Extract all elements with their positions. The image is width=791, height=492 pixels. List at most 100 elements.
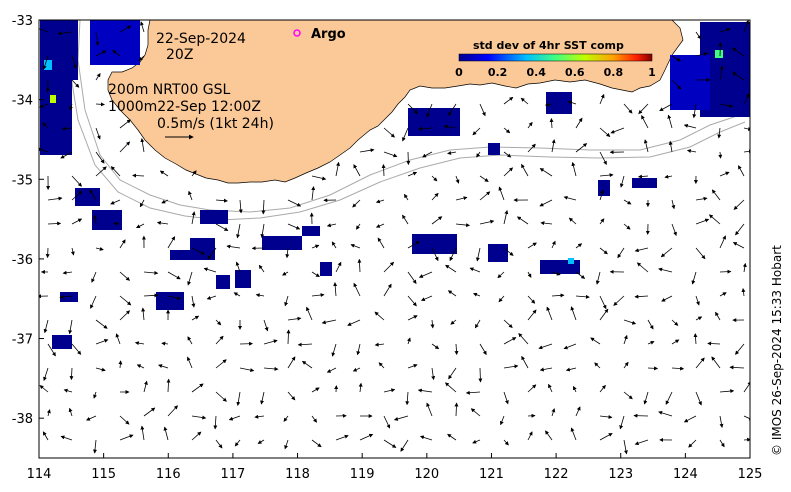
current-vector [692, 103, 697, 119]
y-tick-label: -38 [12, 412, 33, 427]
current-vector [239, 367, 255, 373]
current-vector [733, 199, 745, 210]
current-vector [551, 139, 556, 153]
current-vector [527, 431, 533, 441]
current-vector [623, 223, 631, 230]
current-vector [158, 364, 169, 369]
current-vector [359, 433, 374, 441]
current-vector [407, 241, 420, 249]
current-vector [191, 170, 197, 177]
current-vector [43, 319, 49, 334]
current-vector [743, 127, 750, 131]
current-vector [191, 431, 202, 441]
current-vector [527, 121, 533, 129]
current-vector [664, 174, 673, 179]
current-vector [549, 117, 554, 129]
current-vector [215, 359, 227, 369]
current-vector [623, 199, 632, 205]
y-tick-label: -36 [12, 253, 33, 268]
current-vector [93, 391, 97, 399]
current-vector [311, 271, 320, 278]
current-vector [215, 335, 224, 345]
current-vector [498, 186, 505, 201]
current-vector [115, 333, 121, 345]
current-vector [729, 365, 745, 370]
current-vector [503, 167, 514, 177]
current-vector [623, 391, 633, 400]
y-tick-label: -37 [12, 333, 33, 348]
current-vector [695, 31, 702, 40]
current-vector [140, 425, 145, 441]
current-vector [449, 247, 457, 262]
current-vector [545, 430, 553, 441]
current-vector [741, 287, 746, 297]
current-vector [260, 223, 265, 239]
current-vector [407, 337, 411, 345]
current-vector [647, 340, 655, 345]
scale-label: 0.5m/s (1kt 24h) [157, 116, 274, 132]
current-vector [575, 117, 583, 129]
current-vector [383, 388, 396, 393]
x-tick-label: 120 [414, 467, 439, 482]
current-vector [403, 193, 409, 201]
current-vector [393, 415, 409, 421]
current-vector [311, 439, 322, 448]
current-vector [418, 126, 433, 131]
current-vector [503, 337, 517, 345]
current-vector [68, 319, 73, 335]
current-vector [455, 196, 468, 201]
current-vector [563, 343, 577, 350]
current-vector [708, 214, 721, 225]
current-vector [565, 367, 577, 372]
current-vector [743, 415, 750, 421]
current-vector [326, 223, 337, 228]
current-vector [563, 195, 577, 201]
current-vector [63, 388, 73, 393]
current-vector [742, 262, 747, 273]
current-vector [695, 316, 703, 321]
current-vector [57, 31, 73, 36]
current-vector [503, 127, 511, 134]
current-vector [119, 295, 132, 306]
current-vector [47, 221, 62, 226]
current-vector [599, 93, 605, 105]
current-vector [132, 173, 145, 178]
current-vector [661, 295, 673, 302]
current-vector [89, 189, 97, 201]
current-vector [731, 47, 745, 57]
current-vector [358, 382, 363, 393]
current-vector [426, 103, 433, 118]
current-vector [383, 127, 395, 138]
current-vector [119, 141, 131, 153]
current-vector [551, 271, 561, 276]
x-tick-label: 124 [673, 467, 698, 482]
current-vector [503, 247, 514, 256]
current-vector [71, 190, 83, 201]
current-vector [448, 367, 457, 380]
current-vector [112, 50, 121, 57]
current-vector [119, 239, 126, 249]
current-vector [634, 247, 649, 253]
current-vector [659, 103, 673, 112]
current-vector [207, 247, 217, 260]
current-vector [695, 218, 710, 225]
current-vector [691, 271, 697, 285]
current-vector [383, 439, 397, 448]
current-vector [407, 103, 418, 115]
current-vector [46, 409, 51, 417]
colorbar-title: std dev of 4hr SST comp [473, 39, 624, 52]
current-vector [335, 161, 340, 177]
current-vector [497, 271, 505, 279]
current-vector [551, 240, 556, 249]
current-vector [118, 360, 123, 369]
current-vector [426, 402, 433, 417]
current-vector [568, 217, 577, 225]
current-vector [254, 414, 265, 419]
current-vector [95, 50, 107, 57]
current-vector [444, 382, 457, 393]
current-vector [668, 140, 673, 153]
current-vector [60, 435, 73, 441]
current-vector [719, 171, 730, 177]
current-vector [285, 247, 290, 259]
